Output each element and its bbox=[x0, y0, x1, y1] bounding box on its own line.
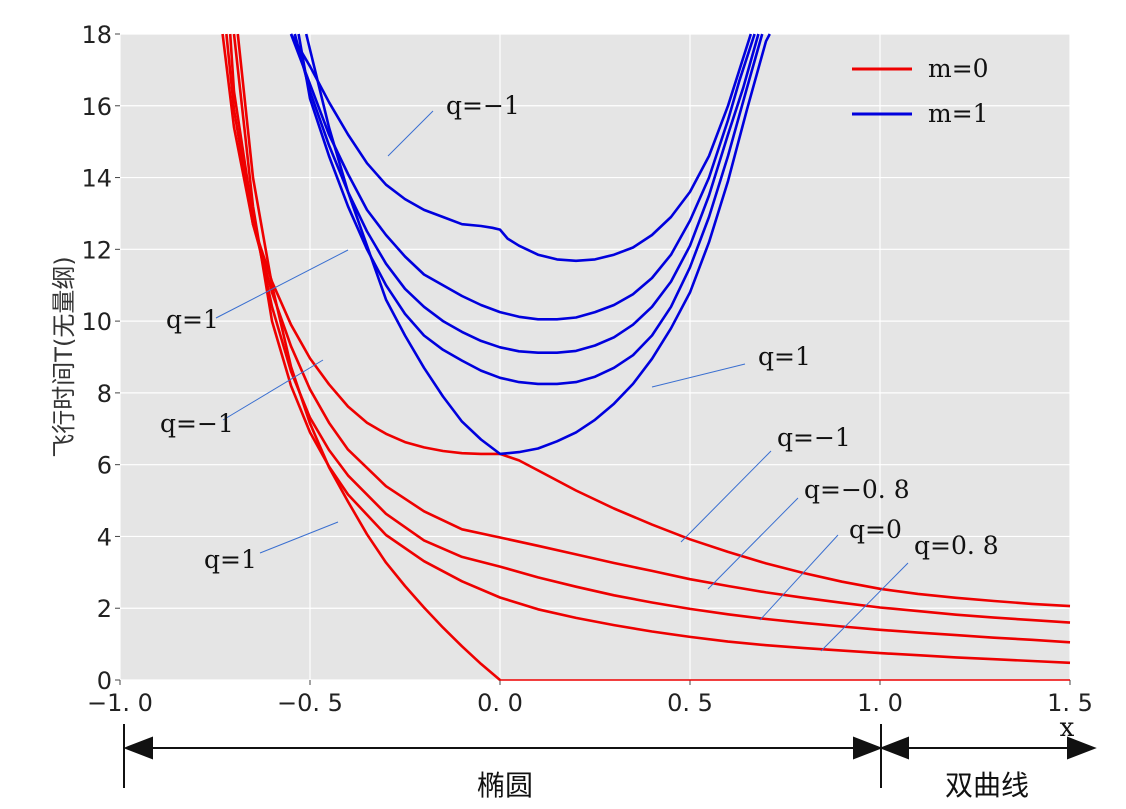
legend-label-m1: m=1 bbox=[928, 99, 989, 128]
y-tick-label: 2 bbox=[97, 595, 112, 623]
y-tick-label: 6 bbox=[97, 452, 112, 480]
annotation-label: q=1 bbox=[758, 342, 811, 371]
annotations: q=−1 q=1 q=−1 q=1 q=1 q=−1 q=−0. 8 q=0 q=0. 8 bbox=[160, 91, 999, 652]
annotation-leader-line bbox=[707, 497, 799, 590]
annotation-leader-line bbox=[759, 534, 839, 621]
series-lines bbox=[221, 33, 1071, 681]
annotation-label: q=−1 bbox=[160, 409, 234, 438]
annotation-label: q=−0. 8 bbox=[804, 475, 910, 504]
region-arrows bbox=[123, 724, 1097, 788]
legend-label-m0: m=0 bbox=[928, 54, 989, 83]
annotation-leader-line bbox=[651, 363, 746, 388]
hyperbola-arrow-head-left bbox=[879, 736, 909, 760]
annotation-leader-line bbox=[215, 249, 349, 319]
series-line-m0-1 bbox=[225, 33, 1071, 624]
annotation-label: q=0 bbox=[849, 515, 902, 544]
y-tick-label: 0 bbox=[97, 667, 112, 695]
series-line-m0-0 bbox=[221, 33, 1071, 608]
annotation-label: q=1 bbox=[204, 545, 257, 574]
x-axis-title: x bbox=[1060, 713, 1075, 743]
y-tick-label: 10 bbox=[81, 308, 112, 336]
x-tick-label: −0. 5 bbox=[277, 689, 343, 717]
y-axis-title: 飞行时间T(无量纲) bbox=[50, 256, 78, 457]
series-line-m1-10 bbox=[304, 33, 771, 456]
x-tick-label: 1. 0 bbox=[857, 689, 903, 717]
y-tick-label: 14 bbox=[81, 165, 112, 193]
ellipse-arrow-head-right bbox=[853, 736, 883, 760]
region-label-ellipse: 椭圆 bbox=[477, 769, 533, 802]
annotation-label: q=0. 8 bbox=[914, 531, 999, 560]
series-line-m0-4 bbox=[236, 33, 501, 681]
region-label-hyperbola: 双曲线 bbox=[945, 769, 1029, 802]
axis-ticks: −1. 0 −0. 5 0. 0 0. 5 1. 0 1. 5 0 2 4 6 8 10 12 14 16 1… bbox=[81, 21, 1092, 717]
series-line-m0-3 bbox=[232, 33, 1071, 665]
annotation-label: q=−1 bbox=[446, 91, 520, 120]
x-tick-label: 1. 5 bbox=[1047, 689, 1093, 717]
annotation-label: q=−1 bbox=[777, 423, 851, 452]
series-line-m1-7 bbox=[289, 33, 756, 321]
y-tick-label: 8 bbox=[97, 380, 112, 408]
y-tick-label: 12 bbox=[81, 236, 112, 264]
x-tick-label: 0. 0 bbox=[477, 689, 523, 717]
legend: m=0 m=1 bbox=[852, 54, 989, 128]
x-tick-label: 0. 5 bbox=[667, 689, 713, 717]
series-line-m1-6 bbox=[289, 33, 753, 263]
annotation-leader-line bbox=[680, 450, 772, 543]
annotation-leader-line bbox=[259, 521, 339, 554]
y-tick-label: 16 bbox=[81, 93, 112, 121]
hyperbola-arrow-head-right bbox=[1067, 736, 1097, 760]
x-tick-label: −1. 0 bbox=[87, 689, 153, 717]
annotation-label: q=1 bbox=[166, 305, 219, 334]
plot-area bbox=[120, 34, 1070, 680]
y-tick-label: 4 bbox=[97, 523, 112, 551]
y-tick-label: 18 bbox=[81, 21, 112, 49]
series-line-m1-8 bbox=[293, 33, 760, 355]
annotation-leader-line bbox=[387, 110, 434, 157]
ellipse-arrow-head-left bbox=[123, 736, 153, 760]
grid bbox=[119, 33, 1071, 681]
annotation-leader-line bbox=[820, 562, 909, 652]
annotation-leader-line bbox=[222, 359, 324, 421]
